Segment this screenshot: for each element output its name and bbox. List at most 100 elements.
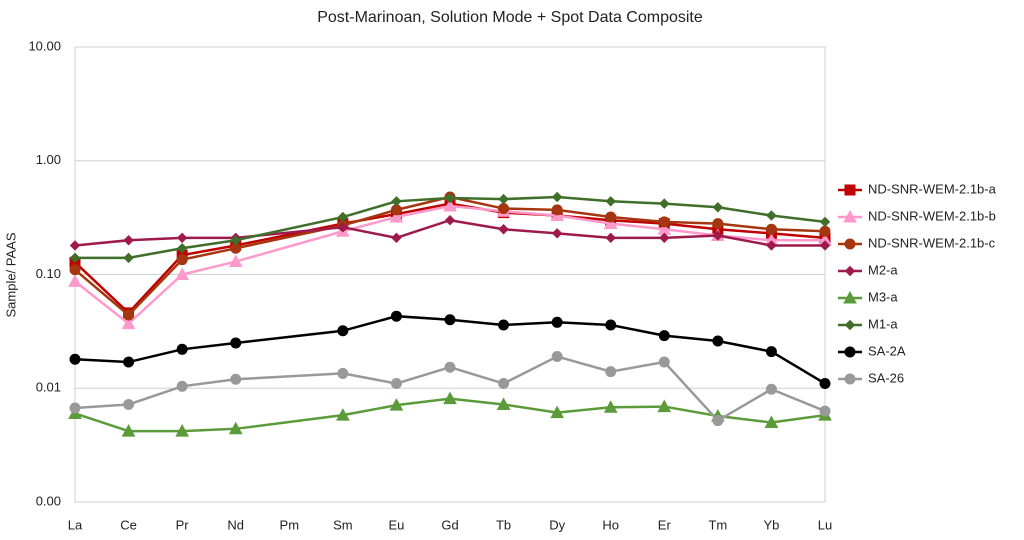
data-point [230, 337, 242, 349]
x-tick-label: La [68, 517, 83, 532]
data-point [605, 232, 616, 244]
data-point [765, 346, 777, 358]
data-point [228, 254, 243, 268]
data-point [337, 222, 349, 233]
data-point [658, 330, 670, 342]
x-tick-label: Tb [496, 517, 511, 532]
x-tick-label: Ce [120, 517, 137, 532]
data-point [659, 198, 670, 209]
legend-marker [843, 290, 857, 304]
data-point [712, 202, 724, 213]
data-point [819, 378, 831, 390]
data-point [550, 405, 564, 419]
x-tick-label: Gd [441, 517, 458, 532]
data-point [69, 240, 81, 251]
x-tick-label: Eu [388, 517, 404, 532]
data-point [390, 310, 402, 322]
data-point [444, 192, 456, 204]
legend-label: SA-2A [868, 343, 906, 358]
data-point [389, 398, 404, 411]
data-point [605, 319, 617, 331]
x-tick-label: Sm [333, 517, 353, 532]
legend-marker [844, 346, 856, 358]
y-tick-label: 0.00 [36, 493, 61, 508]
series-line [74, 195, 826, 317]
legend-label: SA-26 [868, 370, 904, 385]
data-point [69, 353, 81, 365]
data-point [551, 228, 563, 239]
series-line [74, 218, 825, 247]
data-point [659, 232, 670, 244]
y-axis-label: Sample/ PAAS [3, 232, 18, 317]
data-point [496, 397, 511, 410]
data-point [605, 211, 617, 223]
y-tick-label: 10.00 [28, 38, 61, 53]
data-point [444, 215, 456, 226]
data-point [551, 191, 563, 203]
y-tick-label: 0.01 [36, 380, 61, 395]
legend-label: M2-a [868, 262, 898, 277]
series-line [74, 397, 826, 433]
y-tick-label: 1.00 [36, 152, 61, 167]
legend-marker [844, 184, 856, 196]
data-point [819, 240, 831, 251]
data-point [176, 254, 188, 266]
data-point [551, 316, 563, 328]
data-point [443, 391, 457, 405]
data-point [228, 421, 243, 435]
data-point [176, 343, 188, 355]
x-tick-label: Tm [708, 517, 727, 532]
data-point [175, 424, 189, 437]
data-point [69, 264, 81, 276]
data-point [551, 204, 563, 216]
data-point [391, 196, 402, 207]
legend-label: ND-SNR-WEM-2.1b-a [868, 181, 997, 196]
data-point [337, 367, 349, 379]
data-point [230, 373, 242, 385]
legend-marker [844, 373, 856, 385]
legend-label: M1-a [868, 316, 898, 331]
data-point [123, 309, 135, 321]
data-point [603, 216, 618, 230]
x-tick-label: Er [658, 517, 672, 532]
series-line [75, 195, 826, 260]
data-point [712, 218, 724, 230]
data-point [176, 232, 188, 244]
data-point [765, 383, 777, 395]
x-tick-label: Yb [763, 517, 779, 532]
data-point [390, 378, 402, 390]
data-point [176, 243, 188, 254]
data-point [712, 335, 724, 347]
data-point [765, 223, 777, 235]
legend-marker [843, 209, 857, 223]
data-point [712, 415, 724, 427]
data-point [336, 408, 350, 421]
data-point [605, 366, 617, 378]
series-line [74, 355, 826, 423]
data-point [657, 399, 672, 413]
data-point [389, 209, 404, 223]
legend-marker [844, 238, 856, 250]
data-point [551, 351, 563, 363]
data-point [176, 380, 188, 392]
data-point [498, 203, 510, 215]
data-point [121, 316, 136, 330]
data-point [764, 415, 779, 428]
data-point [123, 252, 134, 264]
data-point [444, 314, 456, 326]
x-tick-label: Nd [227, 517, 244, 532]
data-point [337, 325, 349, 337]
data-point [121, 424, 136, 437]
legend-marker [844, 265, 856, 277]
data-point [175, 267, 189, 280]
x-tick-label: Ho [602, 517, 619, 532]
data-point [498, 378, 510, 390]
data-point [603, 400, 618, 413]
data-point [658, 356, 670, 368]
chart-title: Post-Marinoan, Solution Mode + Spot Data… [317, 9, 703, 26]
data-point [766, 210, 777, 221]
data-point [443, 198, 457, 212]
data-point [498, 193, 509, 205]
